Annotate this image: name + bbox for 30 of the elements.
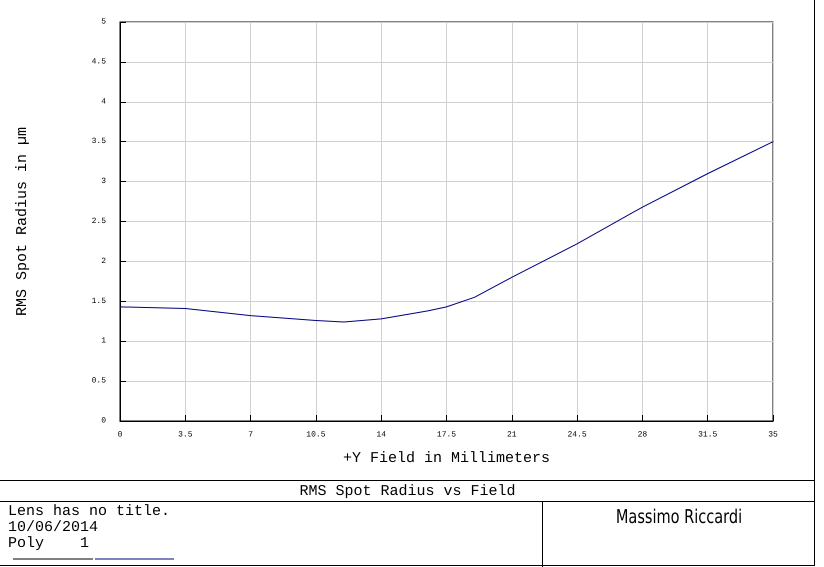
y-tick-label: 0 (101, 416, 106, 426)
text: Poly 1 (8, 535, 90, 552)
text: 10/06/2014 (8, 519, 98, 536)
x-tick-label: 0 (118, 430, 123, 440)
x-tick-label: 7 (248, 430, 254, 440)
line-series (120, 141, 774, 323)
y-tick-label: 0.5 (92, 376, 106, 386)
x-tick-label: 14 (376, 430, 386, 440)
x-tick-label: 17.5 (436, 430, 456, 440)
y-tick-label: 4 (101, 97, 106, 106)
y-tick-label: 4.5 (92, 57, 106, 66)
y-axis-title: RMS Spot Radius in µm (14, 126, 31, 316)
y-tick-label: 3 (101, 177, 106, 186)
text: Massimo Riccardi (614, 506, 744, 528)
x-axis-title: +Y Field in Millimeters (342, 450, 550, 467)
y-tick-label: 2.5 (92, 217, 106, 226)
y-tick-label: 3.5 (92, 137, 106, 146)
text: RMS Spot Radius vs Field (298, 482, 517, 501)
y-tick-label: 2 (101, 256, 106, 266)
x-tick-label: 21 (506, 430, 517, 440)
x-tick-label: 35 (768, 430, 778, 440)
y-tick-label: 5 (101, 18, 106, 26)
x-tick-label: 28 (638, 430, 648, 440)
x-tick-label: 24.5 (568, 430, 587, 440)
x-tick-label: 3.5 (178, 430, 193, 440)
y-tick-label: 1 (101, 336, 106, 346)
x-tick-label: 10.5 (306, 430, 326, 440)
text: Lens has no title. (8, 503, 170, 520)
x-tick-label: 31.5 (698, 430, 718, 440)
y-tick-label: 1.5 (92, 296, 106, 306)
